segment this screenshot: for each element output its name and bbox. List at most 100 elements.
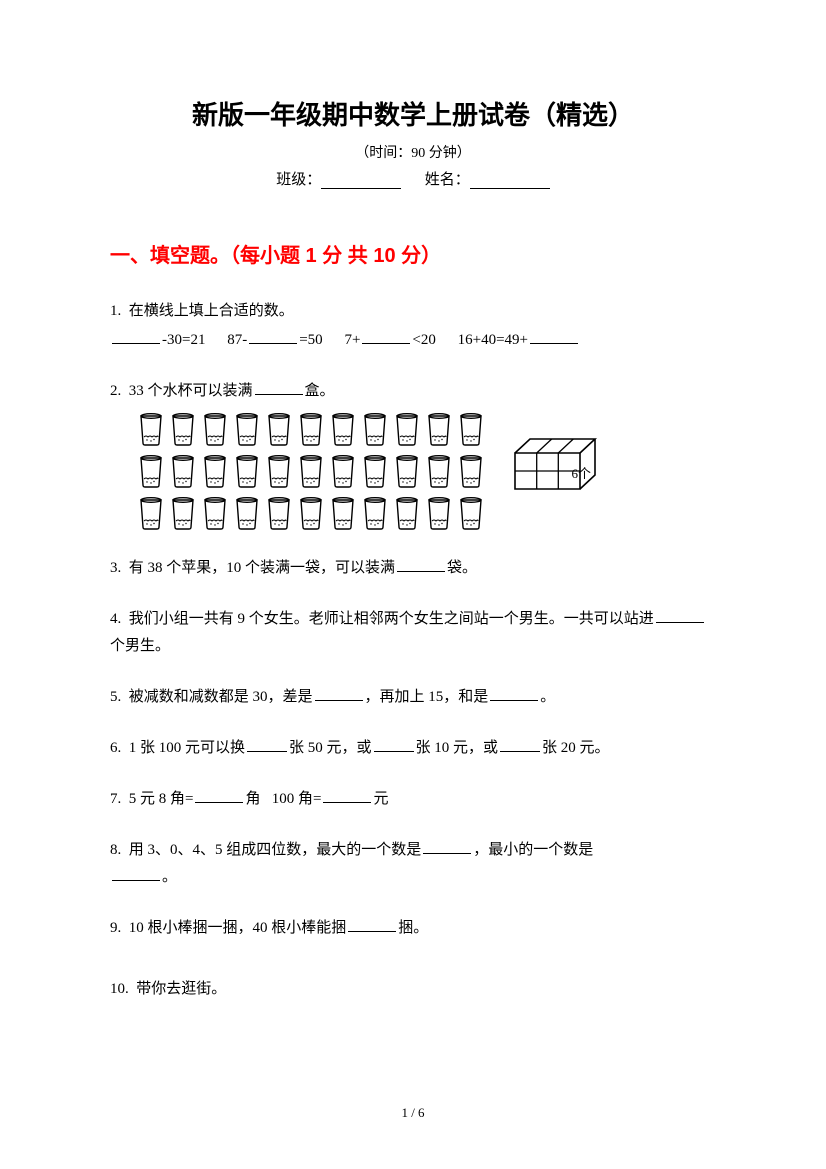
q2-text-a: 33 个水杯可以装满 [129, 383, 253, 399]
q7-blank-1[interactable] [195, 789, 243, 803]
cup-icon [426, 455, 452, 489]
question-7: 7. 5 元 8 角=角 100 角=元 [110, 786, 716, 813]
q3-blank[interactable] [397, 558, 445, 572]
q4-blank[interactable] [656, 609, 704, 623]
cup-icon [330, 413, 356, 447]
q6-text-d: 张 20 元。 [542, 740, 610, 756]
cup-icon [234, 413, 260, 447]
q10-text: 带你去逛街。 [136, 981, 226, 997]
box-icon: 6个 [510, 435, 605, 491]
cup-icon [362, 455, 388, 489]
q6-blank-1[interactable] [247, 738, 287, 752]
student-info: 班级： 姓名： [110, 168, 716, 189]
cup-icon [266, 497, 292, 531]
page-title: 新版一年级期中数学上册试卷（精选） [110, 95, 716, 132]
q1-blank-3[interactable] [362, 330, 410, 344]
q5-num: 5. [110, 689, 121, 705]
q5-text-b: ，再加上 15，和是 [365, 689, 489, 705]
name-blank[interactable] [470, 173, 550, 189]
q1-blank-2[interactable] [249, 330, 297, 344]
q6-num: 6. [110, 740, 121, 756]
q1-expr1: -30=21 [162, 332, 205, 348]
cup-icon [266, 455, 292, 489]
q1-text: 在横线上填上合适的数。 [129, 303, 294, 319]
box-label: 6个 [571, 462, 591, 485]
q9-text-a: 10 根小棒捆一捆，40 根小棒能捆 [129, 920, 347, 936]
q1-num: 1. [110, 303, 121, 319]
question-10: 10. 带你去逛街。 [110, 976, 716, 1003]
cup-icon [202, 413, 228, 447]
q7-text-d: 元 [373, 791, 388, 807]
section-1-header: 一、填空题。（每小题 1 分 共 10 分） [110, 239, 716, 268]
q7-blank-2[interactable] [323, 789, 371, 803]
q7-text-a: 5 元 8 角= [129, 791, 194, 807]
q8-text-c: 。 [162, 869, 177, 885]
question-6: 6. 1 张 100 元可以换张 50 元，或张 10 元，或张 20 元。 [110, 735, 716, 762]
q4-text-b: 个男生。 [110, 638, 170, 654]
class-label: 班级： [276, 172, 321, 188]
cup-icon [362, 497, 388, 531]
q6-text-a: 1 张 100 元可以换 [129, 740, 245, 756]
q7-text-c: 100 角= [272, 791, 322, 807]
page-number: 1 / 6 [0, 1105, 826, 1121]
cup-icon [170, 413, 196, 447]
cup-row [138, 413, 716, 447]
q1-expr2a: 87- [227, 332, 247, 348]
cup-icon [138, 497, 164, 531]
q2-text-b: 盒。 [305, 383, 335, 399]
q5-text-c: 。 [540, 689, 555, 705]
q1-blank-4[interactable] [530, 330, 578, 344]
q1-expr2b: =50 [299, 332, 322, 348]
q1-expr4a: 16+40=49+ [458, 332, 528, 348]
cup-icon [458, 455, 484, 489]
q8-blank-2[interactable] [112, 867, 160, 881]
q8-text-b: ，最小的一个数是 [473, 842, 593, 858]
cup-icon [234, 455, 260, 489]
cup-icon [298, 413, 324, 447]
q9-blank[interactable] [348, 918, 396, 932]
q7-num: 7. [110, 791, 121, 807]
class-blank[interactable] [321, 173, 401, 189]
cup-icon [394, 455, 420, 489]
q2-blank[interactable] [255, 381, 303, 395]
question-5: 5. 被减数和减数都是 30，差是 ，再加上 15，和是 。 [110, 684, 716, 711]
question-2: 2. 33 个水杯可以装满 盒。 6个 [110, 378, 716, 531]
cup-icon [426, 497, 452, 531]
cup-icon [138, 413, 164, 447]
q6-blank-2[interactable] [374, 738, 414, 752]
question-8: 8. 用 3、0、4、5 组成四位数，最大的一个数是，最小的一个数是。 [110, 837, 716, 891]
q4-text-a: 我们小组一共有 9 个女生。老师让相邻两个女生之间站一个男生。一共可以站进 [129, 611, 654, 627]
q3-text-a: 有 38 个苹果，10 个装满一袋，可以装满 [129, 560, 395, 576]
q5-blank-2[interactable] [490, 687, 538, 701]
question-9: 9. 10 根小棒捆一捆，40 根小棒能捆 捆。 [110, 915, 716, 942]
cup-icon [298, 455, 324, 489]
cup-icon [202, 497, 228, 531]
cup-icon [426, 413, 452, 447]
question-1: 1. 在横线上填上合适的数。 -30=21 87- =50 7+ <20 16+40… [110, 298, 716, 354]
q2-num: 2. [110, 383, 121, 399]
cup-row [138, 497, 716, 531]
cup-icon [330, 497, 356, 531]
q8-num: 8. [110, 842, 121, 858]
q3-text-b: 袋。 [447, 560, 477, 576]
question-4: 4. 我们小组一共有 9 个女生。老师让相邻两个女生之间站一个男生。一共可以站进… [110, 606, 716, 660]
q6-blank-3[interactable] [500, 738, 540, 752]
q5-blank-1[interactable] [315, 687, 363, 701]
q1-expr3b: <20 [412, 332, 435, 348]
name-label: 姓名： [425, 172, 470, 188]
q1-expr3a: 7+ [344, 332, 360, 348]
cup-icon [458, 497, 484, 531]
time-info: （时间：90 分钟） [110, 142, 716, 162]
q4-num: 4. [110, 611, 121, 627]
q5-text-a: 被减数和减数都是 30，差是 [129, 689, 313, 705]
cup-icon [394, 497, 420, 531]
q8-blank-1[interactable] [423, 840, 471, 854]
q9-num: 9. [110, 920, 121, 936]
cup-icon [266, 413, 292, 447]
cup-icon [394, 413, 420, 447]
question-3: 3. 有 38 个苹果，10 个装满一袋，可以装满 袋。 [110, 555, 716, 582]
q9-text-b: 捆。 [398, 920, 428, 936]
q3-num: 3. [110, 560, 121, 576]
q1-blank-1[interactable] [112, 330, 160, 344]
cup-icon [458, 413, 484, 447]
